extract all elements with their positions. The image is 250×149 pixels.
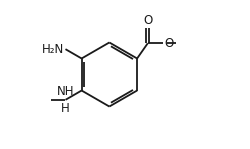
Text: H₂N: H₂N <box>42 43 64 56</box>
Text: H: H <box>61 102 70 115</box>
Text: O: O <box>143 14 152 27</box>
Text: O: O <box>164 37 173 50</box>
Text: NH: NH <box>57 85 74 98</box>
